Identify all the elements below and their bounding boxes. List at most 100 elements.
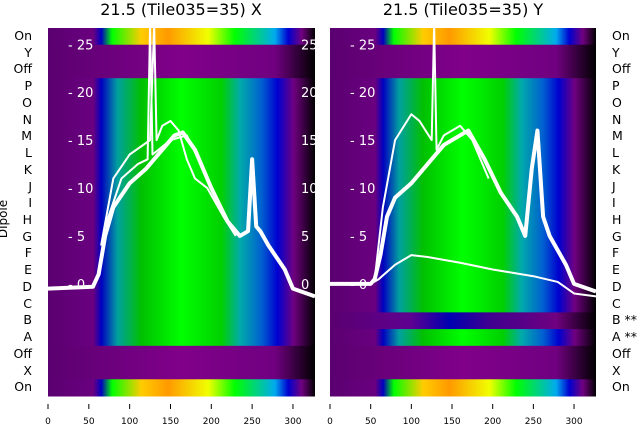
heatmap-row bbox=[330, 161, 596, 180]
row-label: N bbox=[22, 111, 32, 127]
heatmap-row bbox=[330, 312, 596, 330]
x-tick-label: 150 bbox=[443, 417, 460, 427]
x-tick-label: 200 bbox=[484, 417, 501, 427]
row-label: H bbox=[22, 212, 32, 227]
row-label: Off bbox=[612, 61, 631, 77]
heatmap-row bbox=[330, 278, 596, 297]
heatmap-row bbox=[330, 329, 596, 347]
heatmap-row bbox=[48, 78, 315, 96]
x-tick-label: 100 bbox=[403, 417, 420, 427]
heatmap-row bbox=[48, 161, 315, 180]
row-label: B ** bbox=[612, 312, 638, 328]
inner-y-tick-label: - 25 bbox=[350, 38, 375, 53]
heatmap-row bbox=[330, 94, 596, 113]
row-label: J bbox=[28, 178, 32, 194]
heatmap-row bbox=[48, 262, 315, 280]
inner-y-tick-label: 25 bbox=[301, 38, 318, 53]
x-tick-label: 300 bbox=[284, 417, 301, 427]
x-tick-label: 50 bbox=[83, 417, 95, 427]
series-line-thin2 bbox=[104, 24, 221, 227]
right-title: 21.5 (Tile035=35) Y bbox=[382, 0, 544, 19]
heatmap-row bbox=[48, 44, 315, 62]
left-title: 21.5 (Tile035=35) X bbox=[100, 0, 262, 19]
row-label: F bbox=[612, 245, 620, 261]
heatmap-row bbox=[48, 312, 315, 330]
inner-y-tick-label: - 15 bbox=[350, 134, 375, 149]
x-tick-label: 100 bbox=[121, 417, 138, 427]
row-label: X bbox=[612, 362, 621, 378]
heatmap-row bbox=[48, 295, 315, 313]
heatmap-row bbox=[48, 111, 315, 129]
heatmap-row bbox=[330, 245, 596, 263]
x-tick-label: 250 bbox=[525, 417, 542, 427]
x-tick-label: 250 bbox=[244, 417, 261, 427]
heatmap-row bbox=[48, 212, 315, 230]
row-label: M bbox=[21, 128, 32, 144]
row-label: On bbox=[612, 379, 630, 395]
heatmap-row bbox=[48, 61, 315, 79]
series-line-thick bbox=[330, 128, 597, 294]
inner-y-tick-label: - 10 bbox=[350, 182, 375, 197]
row-label: N bbox=[612, 111, 622, 127]
heatmap-row bbox=[330, 128, 596, 146]
inner-y-tick-label: - 20 bbox=[350, 86, 375, 101]
heatmap-row bbox=[48, 28, 315, 46]
heatmap-row bbox=[330, 195, 596, 213]
row-label: G bbox=[612, 228, 622, 244]
inner-y-tick-label: - 20 bbox=[68, 86, 93, 101]
row-label: M bbox=[612, 128, 623, 144]
heatmap-row bbox=[48, 245, 315, 263]
row-label: Y bbox=[612, 44, 620, 60]
row-label: J bbox=[612, 178, 616, 194]
row-label: Off bbox=[13, 345, 32, 361]
row-label: P bbox=[24, 78, 32, 94]
inner-y-tick-label: - 5 bbox=[68, 230, 85, 245]
row-label: A ** bbox=[612, 329, 638, 345]
row-label: A bbox=[23, 329, 32, 345]
heatmap-row bbox=[330, 295, 596, 313]
heatmap-row bbox=[48, 345, 315, 364]
inner-y-tick-label: - 5 bbox=[350, 230, 367, 245]
heatmap-row bbox=[330, 379, 596, 397]
row-label: On bbox=[14, 379, 32, 395]
heatmap-row bbox=[330, 61, 596, 79]
row-label: D bbox=[22, 278, 32, 294]
heatmap-row bbox=[330, 262, 596, 280]
heatmap-row bbox=[330, 111, 596, 129]
x-tick-label: 0 bbox=[327, 417, 333, 427]
inner-y-tick-label: 0 bbox=[301, 278, 309, 293]
row-label: Off bbox=[612, 345, 631, 361]
row-label: L bbox=[25, 145, 32, 161]
row-label: I bbox=[612, 195, 616, 211]
series-line-low bbox=[330, 254, 597, 298]
heatmap-row bbox=[330, 345, 596, 364]
heatmap-row bbox=[48, 362, 315, 380]
row-label: E bbox=[612, 262, 620, 278]
row-label: G bbox=[22, 228, 32, 244]
row-label: K bbox=[612, 161, 621, 177]
x-tick-label: 50 bbox=[365, 417, 377, 427]
row-label: X bbox=[23, 362, 32, 378]
heatmap-row bbox=[330, 78, 596, 96]
row-label: P bbox=[612, 78, 620, 94]
inner-y-tick-label: - 15 bbox=[68, 134, 93, 149]
heatmap-row bbox=[330, 228, 596, 246]
heatmap-row bbox=[48, 228, 315, 246]
series-line-thin bbox=[373, 24, 490, 280]
inner-y-tick-label: 5 bbox=[301, 230, 309, 245]
x-tick-label: 0 bbox=[45, 417, 51, 427]
heatmap-row bbox=[330, 212, 596, 230]
heatmap-row bbox=[48, 329, 315, 347]
row-label: I bbox=[28, 195, 32, 211]
heatmap-row bbox=[48, 195, 315, 213]
heatmap-row bbox=[48, 178, 315, 196]
row-label: K bbox=[23, 161, 32, 177]
inner-y-tick-label: 20 bbox=[301, 86, 318, 101]
heatmap-row bbox=[330, 28, 596, 46]
row-label: L bbox=[612, 145, 619, 161]
heatmap-row bbox=[330, 44, 596, 62]
row-label: C bbox=[612, 295, 621, 311]
row-label: Off bbox=[13, 61, 32, 77]
inner-y-tick-label: 15 bbox=[301, 134, 318, 149]
